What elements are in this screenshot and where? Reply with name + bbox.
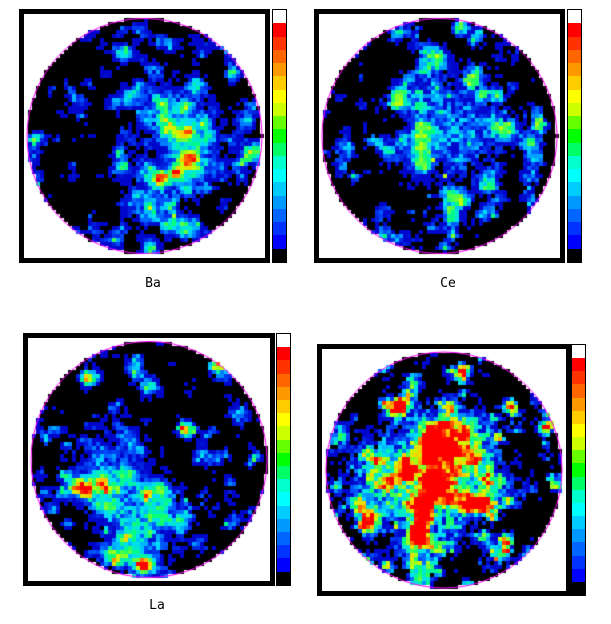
- colorbar-segment: [572, 345, 585, 359]
- panel-label-ba: Ba: [145, 276, 161, 291]
- colorbar-segment: [277, 532, 290, 546]
- colorbar-segment: [572, 450, 585, 464]
- panel-label-la: La: [149, 598, 165, 613]
- colorbar-segment: [273, 116, 286, 130]
- colorbar-segment: [568, 155, 581, 169]
- colorbar-segment: [568, 129, 581, 143]
- colorbar-segment: [273, 23, 286, 37]
- colorbar-segment: [572, 358, 585, 372]
- colorbar-segment: [273, 49, 286, 63]
- colorbar-segment: [277, 426, 290, 440]
- colorbar-segment: [277, 479, 290, 493]
- colorbar-segment: [572, 371, 585, 385]
- colorbar-segment: [273, 10, 286, 24]
- colorbar-segment: [277, 452, 290, 467]
- colorbar-segment: [277, 492, 290, 506]
- colorbar-segment: [273, 195, 286, 209]
- colorbar-segment: [568, 49, 581, 63]
- colorbar-segment: [568, 195, 581, 209]
- colorbar-segment: [568, 208, 581, 222]
- colorbar-segment: [568, 235, 581, 249]
- colorbar-segment: [568, 102, 581, 116]
- colorbar-segment: [277, 439, 290, 453]
- colorbar-segment: [277, 360, 290, 374]
- colorbar-segment: [568, 10, 581, 24]
- colorbar-segment: [568, 63, 581, 77]
- colorbar-segment: [572, 423, 585, 438]
- colorbar-segment: [277, 571, 290, 585]
- colorbar-segment: [273, 142, 286, 156]
- element-map-4: [322, 349, 566, 591]
- colorbar-segment: [572, 437, 585, 451]
- colorbar-segment: [572, 516, 585, 530]
- colorbar-segment: [568, 116, 581, 130]
- colorbar-segment: [273, 182, 286, 196]
- colorbar-segment: [277, 334, 290, 348]
- colorbar-segment: [273, 89, 286, 103]
- panel-label-ce: Ce: [440, 276, 456, 291]
- colorbar-segment: [568, 76, 581, 90]
- colorbar-segment: [572, 397, 585, 411]
- colorbar-segment: [273, 208, 286, 222]
- colorbar-segment: [277, 400, 290, 414]
- colorbar-segment: [568, 222, 581, 236]
- colorbar-ce: [567, 9, 582, 263]
- colorbar-segment: [572, 476, 585, 490]
- colorbar-segment: [273, 36, 286, 50]
- colorbar-segment: [572, 581, 585, 595]
- colorbar-segment: [568, 36, 581, 50]
- colorbar-segment: [273, 155, 286, 169]
- element-map-la: [28, 338, 270, 581]
- colorbar-segment: [277, 518, 290, 533]
- element-map-ba: [24, 14, 265, 258]
- colorbar-segment: [572, 555, 585, 569]
- colorbar-segment: [273, 63, 286, 77]
- colorbar-segment: [572, 502, 585, 517]
- element-map-ce: [319, 14, 560, 258]
- colorbar-segment: [568, 182, 581, 196]
- colorbar-segment: [273, 235, 286, 249]
- colorbar-segment: [568, 169, 581, 183]
- colorbar-segment: [568, 23, 581, 37]
- colorbar-segment: [568, 142, 581, 156]
- colorbar-segment: [572, 384, 585, 398]
- colorbar-segment: [572, 463, 585, 477]
- colorbar-segment: [277, 545, 290, 559]
- colorbar-segment: [277, 347, 290, 361]
- colorbar-segment: [273, 169, 286, 183]
- colorbar-segment: [568, 248, 581, 262]
- colorbar-la: [276, 333, 291, 586]
- colorbar-segment: [277, 373, 290, 387]
- colorbar-segment: [277, 558, 290, 572]
- colorbar-segment: [572, 568, 585, 582]
- colorbar-segment: [273, 222, 286, 236]
- colorbar-segment: [572, 410, 585, 424]
- colorbar-segment: [572, 529, 585, 543]
- colorbar-segment: [273, 102, 286, 116]
- colorbar-segment: [277, 466, 290, 480]
- colorbar-segment: [572, 542, 585, 556]
- colorbar-segment: [273, 248, 286, 262]
- colorbar-segment: [568, 89, 581, 103]
- colorbar-4: [571, 344, 586, 596]
- colorbar-ba: [272, 9, 287, 263]
- colorbar-segment: [277, 505, 290, 519]
- colorbar-segment: [277, 413, 290, 427]
- colorbar-segment: [273, 76, 286, 90]
- colorbar-segment: [572, 489, 585, 503]
- colorbar-segment: [277, 386, 290, 401]
- colorbar-segment: [273, 129, 286, 143]
